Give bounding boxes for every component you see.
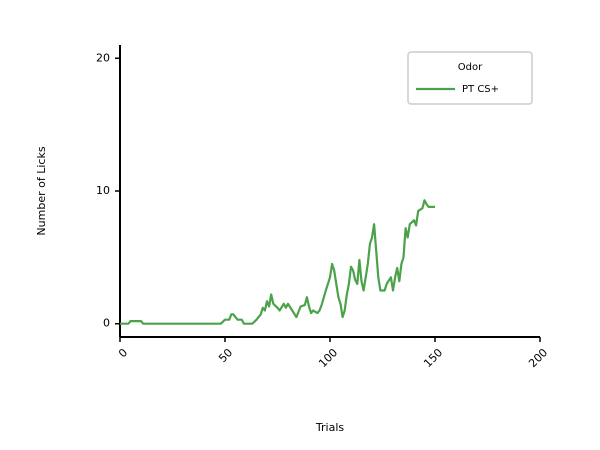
y-tick-label: 10 [96,184,110,197]
x-tick-label: 50 [216,346,235,365]
legend-label: PT CS+ [462,84,499,95]
legend: Odor PT CS+ [407,51,533,105]
x-tick-label: 150 [421,346,445,370]
legend-box [407,51,533,105]
y-tick-label: 20 [96,51,110,64]
data-line [120,199,435,325]
y-axis-label: Number of Licks [35,146,48,235]
x-axis-label: Trials [315,421,344,434]
x-tick-label: 200 [526,346,550,370]
x-tick-label: 100 [316,346,340,370]
legend-title: Odor [458,62,483,73]
x-tick-label: 0 [116,346,130,360]
y-tick-label: 0 [103,317,110,330]
